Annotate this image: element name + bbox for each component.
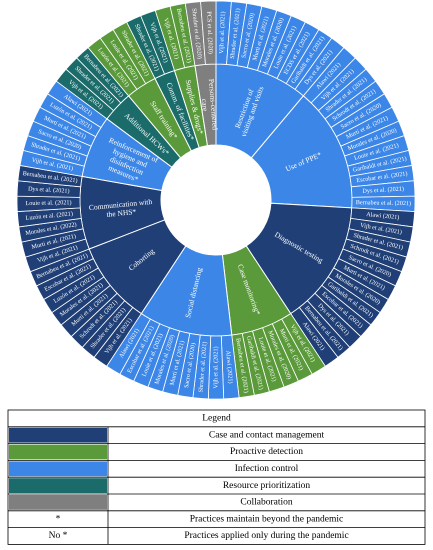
reference-label: Dys et al. (2021) bbox=[28, 185, 70, 194]
legend-swatch bbox=[9, 495, 107, 510]
reference-label: Luzón et al. (2021) bbox=[25, 210, 73, 222]
practice-label: Persons-centeredcare bbox=[199, 79, 220, 132]
reference-label: Shrader et al. (2021) bbox=[197, 341, 208, 392]
reference-label: Dys et al. (2021) bbox=[362, 185, 404, 194]
legend-swatch bbox=[9, 444, 107, 460]
reference-label: Vijh et al. (2021) bbox=[212, 346, 219, 388]
reference-label: Vijh et al. (2021) bbox=[218, 11, 227, 53]
legend-title: Legend bbox=[202, 414, 231, 424]
reference-label: Alawi (2021) bbox=[366, 211, 400, 221]
reference-label: Alawi (2021) bbox=[224, 350, 234, 384]
legend-label: Case and contact management bbox=[209, 430, 325, 440]
legend-symbol: No * bbox=[49, 531, 68, 541]
legend-label: Infection control bbox=[235, 463, 299, 474]
reference-segment bbox=[200, 0, 217, 65]
reference-label: Bernabeu et al. (2021) bbox=[356, 199, 411, 207]
legend-swatch bbox=[9, 478, 107, 493]
legend-label: Proactive detection bbox=[230, 447, 303, 457]
legend-symbol: * bbox=[56, 514, 61, 524]
legend-label: Resource prioritization bbox=[223, 481, 311, 491]
legend-swatch bbox=[9, 427, 107, 443]
legend-label: Collaboration bbox=[240, 498, 292, 508]
legend-swatch bbox=[9, 461, 107, 477]
legend-label: Practices maintain beyond the pandemic bbox=[190, 514, 344, 524]
legend-label: Practices applied only during the pandem… bbox=[184, 531, 348, 541]
reference-label: PCS et al. (2020) bbox=[205, 11, 214, 54]
reference-label: Louie et al. (2021) bbox=[25, 199, 71, 207]
